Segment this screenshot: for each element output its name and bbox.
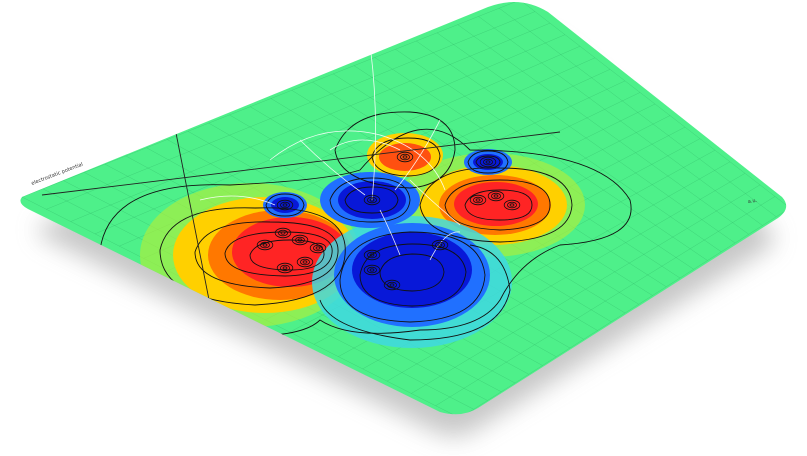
corner-label: a.u. bbox=[747, 198, 758, 205]
center-contour-2 bbox=[359, 243, 467, 307]
nucleus-ring bbox=[475, 198, 481, 202]
potential-color-field bbox=[140, 133, 585, 348]
nucleus-ring bbox=[282, 203, 288, 207]
nucleus-ring bbox=[491, 192, 501, 200]
center-contour-4 bbox=[319, 244, 511, 341]
nucleus-ring bbox=[431, 239, 449, 251]
nucleus-ring bbox=[469, 194, 487, 206]
grid-line bbox=[46, 11, 536, 210]
nucleus-ring bbox=[383, 279, 401, 291]
small-right-contour-2 bbox=[475, 155, 501, 169]
center-negative-lobe-core bbox=[352, 232, 472, 308]
nucleus-ring bbox=[280, 264, 290, 272]
grid-line bbox=[70, 22, 551, 222]
nucleus-ring bbox=[437, 243, 443, 247]
right-positive-lobe-core bbox=[454, 182, 538, 226]
grid-line bbox=[94, 34, 566, 235]
nucleus-ring bbox=[435, 241, 445, 249]
nucleus-ring bbox=[367, 196, 377, 204]
nucleus-ring bbox=[280, 201, 290, 209]
nucleus-ring bbox=[396, 151, 414, 163]
small-right-contour bbox=[467, 150, 509, 174]
contour-lines bbox=[99, 111, 632, 341]
field-line-7 bbox=[199, 195, 276, 206]
left-contour-3 bbox=[224, 231, 333, 277]
field-line-4 bbox=[269, 130, 446, 191]
nucleus-ring bbox=[493, 194, 499, 198]
grid-line bbox=[459, 207, 787, 415]
field-line-1 bbox=[369, 44, 376, 201]
horizontal-axis bbox=[41, 131, 561, 196]
nucleus-ring bbox=[402, 155, 408, 159]
field-line-6 bbox=[429, 231, 461, 261]
nuclei bbox=[256, 151, 521, 291]
nucleus-ring bbox=[473, 196, 483, 204]
center-contour-1 bbox=[339, 231, 486, 323]
nucleus-ring bbox=[389, 283, 395, 287]
nucleus-ring bbox=[485, 160, 491, 164]
left-contour-2 bbox=[194, 221, 339, 289]
grid-line bbox=[435, 196, 776, 406]
grid-line bbox=[21, 2, 521, 198]
nucleus-ring bbox=[400, 153, 410, 161]
nucleus-ring bbox=[297, 238, 303, 242]
nucleus-ring bbox=[363, 264, 381, 276]
grid-line bbox=[386, 173, 746, 382]
field-line-5 bbox=[379, 209, 401, 256]
nucleus-ring bbox=[296, 256, 314, 268]
nucleus-ring bbox=[260, 241, 270, 249]
nucleus-ring bbox=[367, 266, 377, 274]
upper-contour-2 bbox=[344, 186, 399, 214]
top-positive-lobe-inner bbox=[379, 143, 431, 171]
left-negative-lobe-core bbox=[271, 197, 299, 213]
field-line-3 bbox=[394, 119, 441, 191]
right-contour-3 bbox=[464, 189, 533, 221]
right-contour-1 bbox=[419, 167, 573, 243]
outer-contour bbox=[99, 128, 632, 337]
nucleus-ring bbox=[278, 229, 288, 237]
left-contour-4 bbox=[249, 239, 325, 271]
axes bbox=[41, 127, 561, 331]
nucleus-ring bbox=[369, 268, 375, 272]
field-lines bbox=[199, 44, 461, 261]
nucleus-ring bbox=[507, 201, 517, 209]
nucleus-ring bbox=[300, 258, 310, 266]
nucleus-ring bbox=[509, 203, 515, 207]
nucleus-ring bbox=[315, 246, 321, 250]
nucleus-ring bbox=[387, 281, 397, 289]
grid-line bbox=[411, 184, 761, 394]
nucleus-ring bbox=[363, 249, 381, 261]
nucleus-ring bbox=[369, 253, 375, 257]
nucleus-ring bbox=[479, 156, 497, 168]
nucleus-ring bbox=[367, 251, 377, 259]
right-contour-2 bbox=[444, 179, 551, 231]
upper-contour-1 bbox=[329, 177, 411, 223]
nucleus-ring bbox=[369, 198, 375, 202]
small-left-contour bbox=[265, 193, 305, 217]
field-line-8 bbox=[409, 179, 461, 226]
nucleus-ring bbox=[276, 262, 294, 274]
nucleus-ring bbox=[295, 236, 305, 244]
nucleus-ring bbox=[503, 199, 521, 211]
field-line-2 bbox=[299, 139, 366, 196]
nucleus-ring bbox=[487, 190, 505, 202]
nucleus-ring bbox=[483, 158, 493, 166]
nucleus-ring bbox=[262, 243, 268, 247]
nucleus-ring bbox=[309, 242, 327, 254]
nucleus-ring bbox=[282, 266, 288, 270]
nucleus-ring bbox=[276, 199, 294, 211]
field-line-9 bbox=[329, 139, 401, 151]
nucleus-ring bbox=[363, 194, 381, 206]
nucleus-ring bbox=[291, 234, 309, 246]
nucleus-ring bbox=[256, 239, 274, 251]
vertical-axis bbox=[174, 127, 216, 331]
nucleus-ring bbox=[302, 260, 308, 264]
nucleus-ring bbox=[280, 231, 286, 235]
nucleus-ring bbox=[313, 244, 323, 252]
right-negative-lobe-core bbox=[473, 154, 503, 170]
nucleus-ring bbox=[274, 227, 292, 239]
